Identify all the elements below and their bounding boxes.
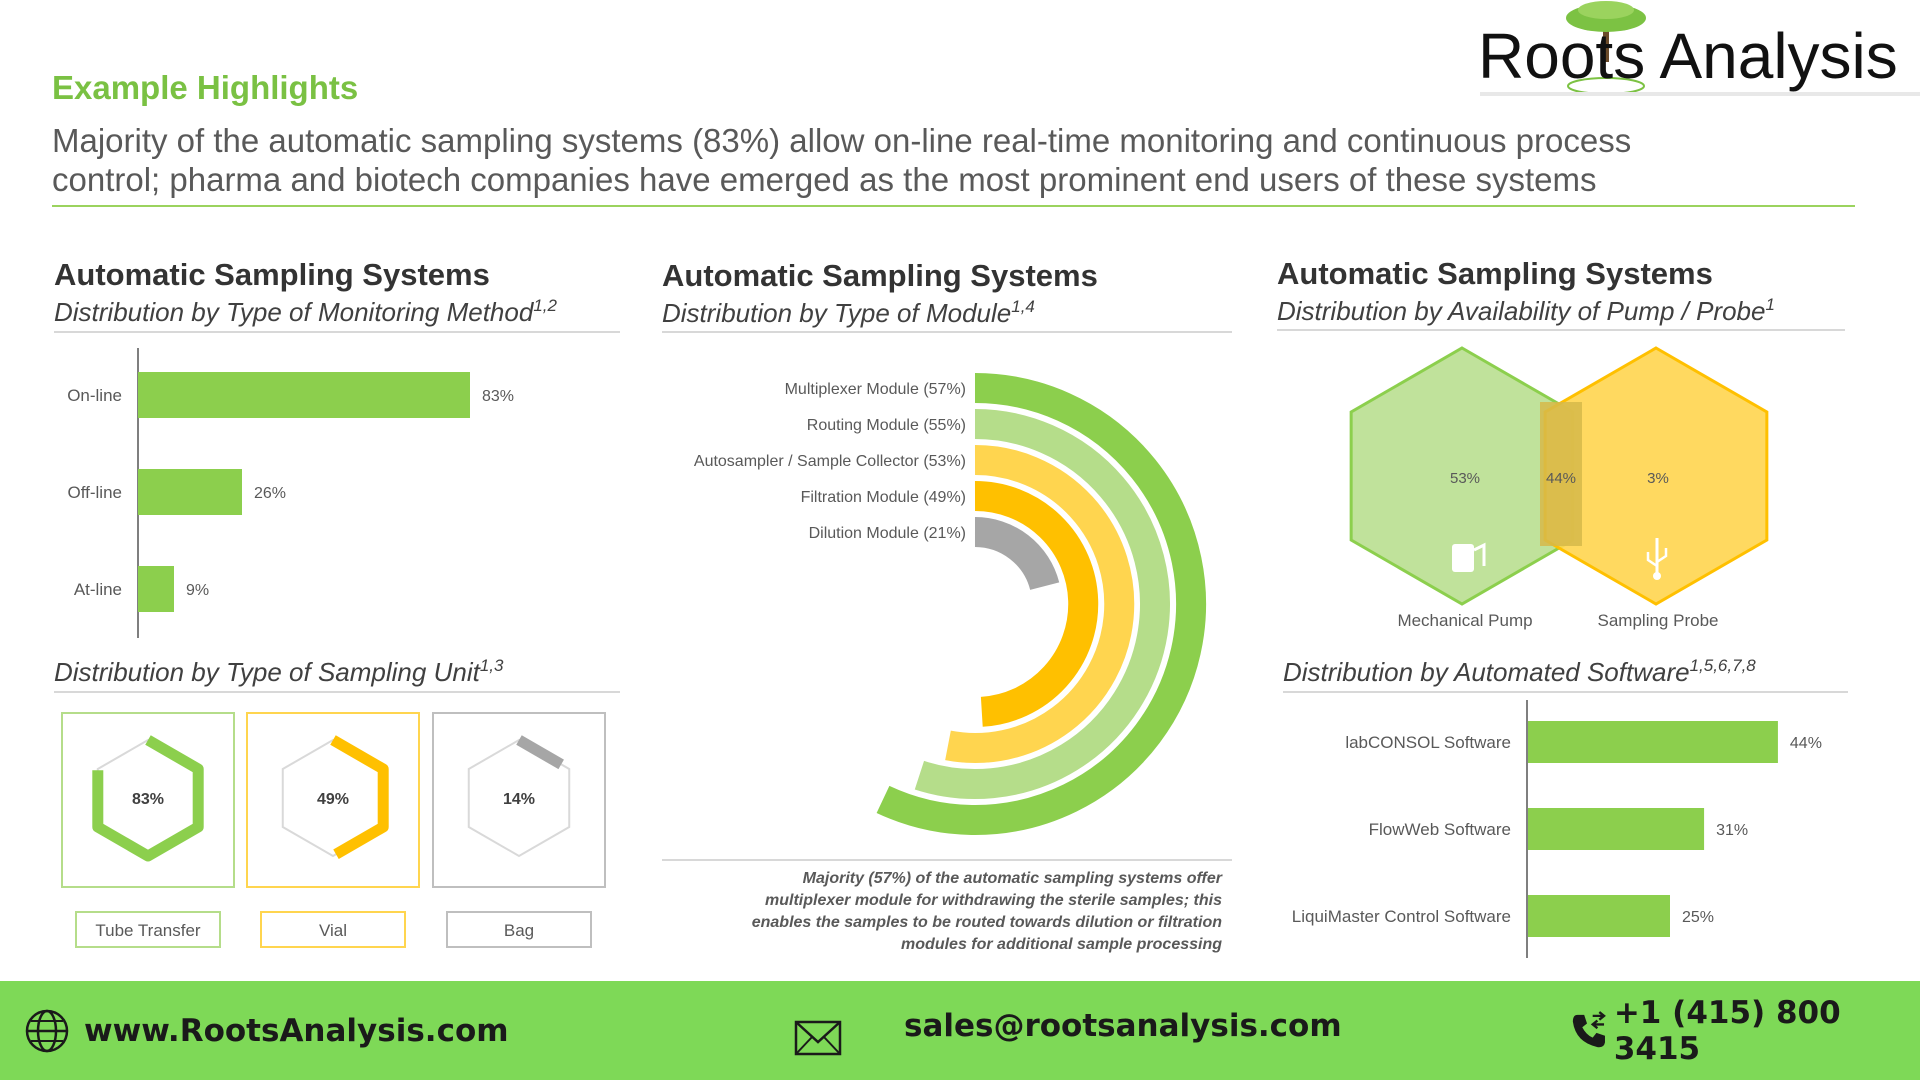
footer-website: www.RootsAnalysis.com (24, 981, 509, 1080)
fuel-pump-icon (1452, 542, 1486, 572)
unit-hexagon-progress (516, 735, 564, 770)
logo-tagline-bar (1480, 92, 1920, 96)
globe-icon (25, 1009, 69, 1052)
unit-frame (432, 712, 606, 888)
venn-set-label: Sampling Probe (1598, 611, 1719, 630)
software-value-label: 31% (1716, 822, 1748, 839)
venn-value-label: 3% (1647, 470, 1669, 487)
middle-panel-title: Automatic Sampling Systems (662, 258, 1098, 293)
software-value-label: 25% (1682, 909, 1714, 926)
middle-note-line: modules for additional sample processing (901, 936, 1222, 953)
unit-frame (61, 712, 235, 888)
monitoring-category-label: At-line (74, 580, 122, 599)
software-bar (1528, 808, 1705, 850)
software-subtitle: Distribution by Automated Software1,5,6,… (1283, 656, 1756, 687)
usb-icon (1646, 538, 1668, 580)
right-panel-subtitle: Distribution by Availability of Pump / P… (1277, 295, 1775, 326)
tree-icon (1566, 1, 1646, 95)
monitoring-category-label: On-line (67, 386, 122, 405)
phone-icon (1572, 1010, 1606, 1047)
unit-hexagon-progress (330, 735, 389, 860)
module-arc (974, 517, 1060, 591)
middle-note: Majority (57%) of the automatic sampling… (752, 870, 1223, 953)
module-arc (974, 480, 1099, 727)
left-panel-subtitle: Distribution by Type of Monitoring Metho… (54, 296, 557, 327)
footer-phone: +1 (415) 800 3415 (1570, 981, 1920, 1080)
software-value-label: 44% (1790, 735, 1822, 752)
module-radial-chart: Multiplexer Module (57%) Routing Module (… (694, 373, 1207, 835)
sampling-unit-chart: 83% Tube Transfer 49% Vial 14% Bag (61, 712, 606, 948)
monitoring-bar (138, 372, 470, 418)
module-category-label: Filtration Module (49%) (801, 489, 966, 506)
left-panel-title: Automatic Sampling Systems (54, 257, 490, 292)
module-category-label: Dilution Module (21%) (809, 525, 966, 542)
software-category-label: FlowWeb Software (1369, 820, 1511, 839)
unit-label-box (75, 911, 221, 948)
unit-category-label: Vial (319, 921, 347, 940)
unit-frame (246, 712, 420, 888)
monitoring-bar (138, 469, 242, 515)
module-category-label: Multiplexer Module (57%) (785, 381, 966, 398)
software-category-label: labCONSOL Software (1345, 733, 1511, 752)
unit-value-label: 14% (503, 791, 535, 808)
venn-value-label: 53% (1450, 470, 1480, 487)
footer: www.RootsAnalysis.com sales@rootsanalysi… (0, 981, 1920, 1080)
module-category-label: Autosampler / Sample Collector (53%) (694, 453, 966, 470)
middle-note-line: Majority (57%) of the automatic sampling… (803, 870, 1223, 887)
footer-email: sales@rootsanalysis.com (794, 981, 1342, 1080)
module-arc (914, 409, 1170, 799)
module-arc (876, 373, 1207, 835)
unit-value-label: 83% (132, 791, 164, 808)
phone-number[interactable]: +1 (415) 800 3415 (1613, 994, 1841, 1067)
monitoring-value-label: 26% (254, 485, 286, 502)
email-link[interactable]: sales@rootsanalysis.com (904, 1007, 1342, 1044)
software-bar (1528, 721, 1778, 763)
page-title: Example Highlights (52, 69, 358, 106)
venn-value-label: 44% (1546, 470, 1576, 487)
summary-line-1: Majority of the automatic sampling syste… (52, 122, 1631, 159)
monitoring-value-label: 83% (482, 388, 514, 405)
logo-text: Roots Analysis (1478, 20, 1898, 92)
middle-panel-subtitle: Distribution by Type of Module1,4 (662, 297, 1035, 328)
right-panel-title: Automatic Sampling Systems (1277, 256, 1713, 291)
venn-overlap (1540, 402, 1582, 546)
software-bar (1528, 895, 1670, 937)
monitoring-bar (138, 566, 174, 612)
logo: Roots Analysis (1478, 1, 1920, 96)
venn-set-label: Mechanical Pump (1397, 611, 1532, 630)
monitoring-bar-chart: On-line 83% Off-line 26% At-line 9% (67, 372, 514, 612)
website-link[interactable]: www.RootsAnalysis.com (84, 1012, 509, 1049)
unit-category-label: Bag (504, 921, 534, 940)
module-arc (945, 445, 1135, 763)
unit-label-box (446, 911, 592, 948)
summary-line-2: control; pharma and biotech companies ha… (52, 161, 1597, 198)
monitoring-category-label: Off-line (68, 483, 123, 502)
unit-category-label: Tube Transfer (95, 921, 201, 940)
pump-probe-venn: 53% 44% 3% Mechanical Pump Sampling Probe (1349, 346, 1769, 630)
unit-value-label: 49% (317, 791, 349, 808)
envelope-icon (794, 1020, 842, 1055)
middle-note-line: multiplexer module for withdrawing the s… (765, 892, 1222, 909)
software-bar-chart: labCONSOL Software 44% FlowWeb Software 31%… (1292, 721, 1822, 937)
unit-hexagon-track (467, 738, 571, 858)
software-category-label: LiquiMaster Control Software (1292, 907, 1511, 926)
unit-subtitle: Distribution by Type of Sampling Unit1,3 (54, 656, 504, 687)
middle-note-line: enables the samples to be routed towards… (752, 914, 1223, 931)
unit-hexagon-progress (92, 735, 204, 862)
module-category-label: Routing Module (55%) (807, 417, 966, 434)
monitoring-value-label: 9% (186, 582, 209, 599)
unit-label-box (260, 911, 406, 948)
